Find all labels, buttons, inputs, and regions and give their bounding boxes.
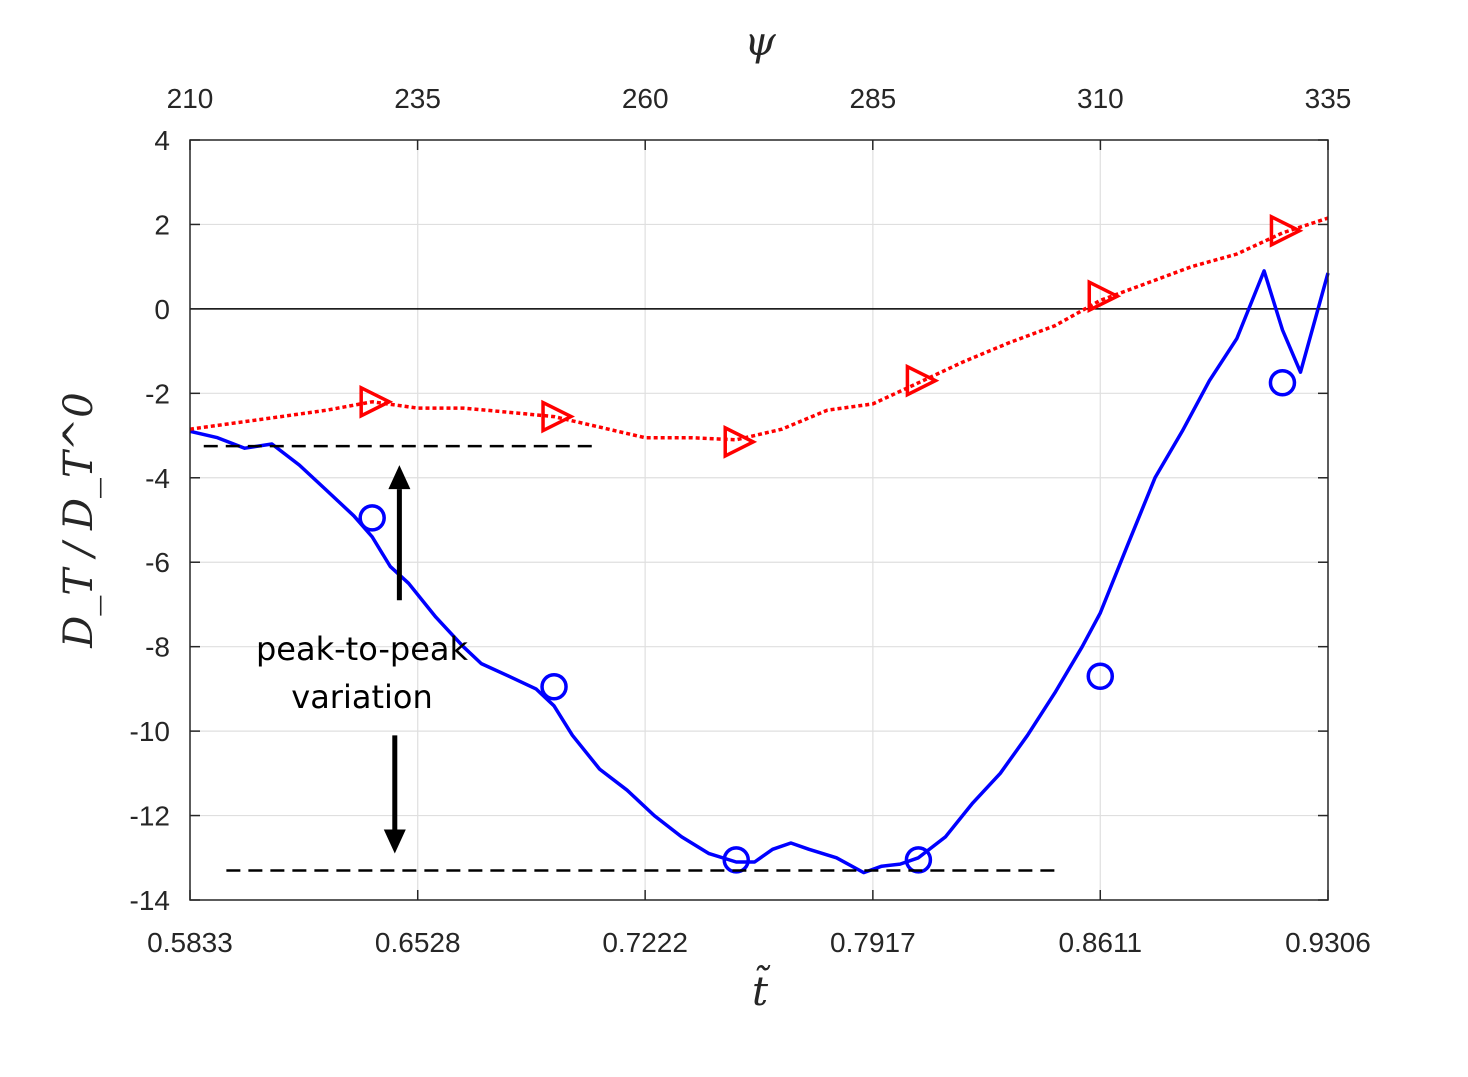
- annotation-line1: peak-to-peak: [256, 630, 469, 668]
- x-tick-label: 0.8611: [1058, 927, 1142, 958]
- circle-marker: [1268, 369, 1297, 397]
- y-tick-label: -2: [145, 378, 170, 409]
- top-tick-label: 285: [849, 83, 896, 114]
- x-tick-label: 0.6528: [375, 927, 461, 958]
- y-tick-label: 2: [154, 209, 170, 240]
- y-axis-label: D_T / D_T^0: [56, 392, 102, 648]
- plot-frame: [189, 139, 1329, 901]
- top-tick-label: 235: [394, 83, 441, 114]
- triangle-marker: [905, 363, 940, 398]
- y-tick-label: 4: [154, 125, 170, 156]
- x-tick-label: 0.7222: [602, 927, 688, 958]
- triangle-marker: [1087, 279, 1122, 314]
- triangle-marker: [1269, 213, 1304, 248]
- y-tick-label: 0: [154, 294, 170, 325]
- x-axis-label: t̃: [752, 965, 770, 1015]
- x-tick-label: 0.7917: [830, 927, 916, 958]
- y-tick-label: -12: [130, 801, 170, 832]
- top-tick-label: 260: [622, 83, 669, 114]
- series-line-1: [189, 269, 1330, 875]
- x-tick-label: 0.9306: [1285, 927, 1371, 958]
- top-axis-label: ψ: [744, 19, 776, 65]
- triangle-marker: [541, 399, 575, 434]
- y-tick-label: -14: [130, 885, 170, 916]
- triangle-marker: [359, 384, 394, 419]
- y-tick-label: -4: [145, 463, 170, 494]
- circle-marker: [540, 673, 568, 701]
- circle-marker: [904, 846, 933, 874]
- x-tick-label: 0.5833: [147, 927, 233, 958]
- circle-marker: [1086, 662, 1115, 690]
- top-tick-label: 310: [1077, 83, 1124, 114]
- up-arrow-head: [388, 465, 411, 490]
- ticks-layer: [189, 139, 1329, 901]
- y-tick-label: -6: [145, 547, 170, 578]
- series-line-2: [189, 216, 1329, 442]
- y-tick-label: -8: [145, 632, 170, 663]
- circle-marker: [722, 846, 750, 874]
- annotation-layer: [203, 444, 1055, 872]
- tick-labels-layer: 0.5833 0.6528 0.7222 0.7917 0.8611 0.9306 210 2…: [130, 83, 1371, 958]
- y-tick-label: -10: [130, 716, 170, 747]
- down-arrow-head: [383, 829, 406, 854]
- triangle-marker: [723, 425, 758, 459]
- annotation-line2: variation: [291, 678, 433, 716]
- series-layer: [189, 213, 1330, 875]
- top-tick-label: 210: [167, 83, 214, 114]
- top-tick-label: 335: [1305, 83, 1352, 114]
- circle-marker: [358, 504, 386, 532]
